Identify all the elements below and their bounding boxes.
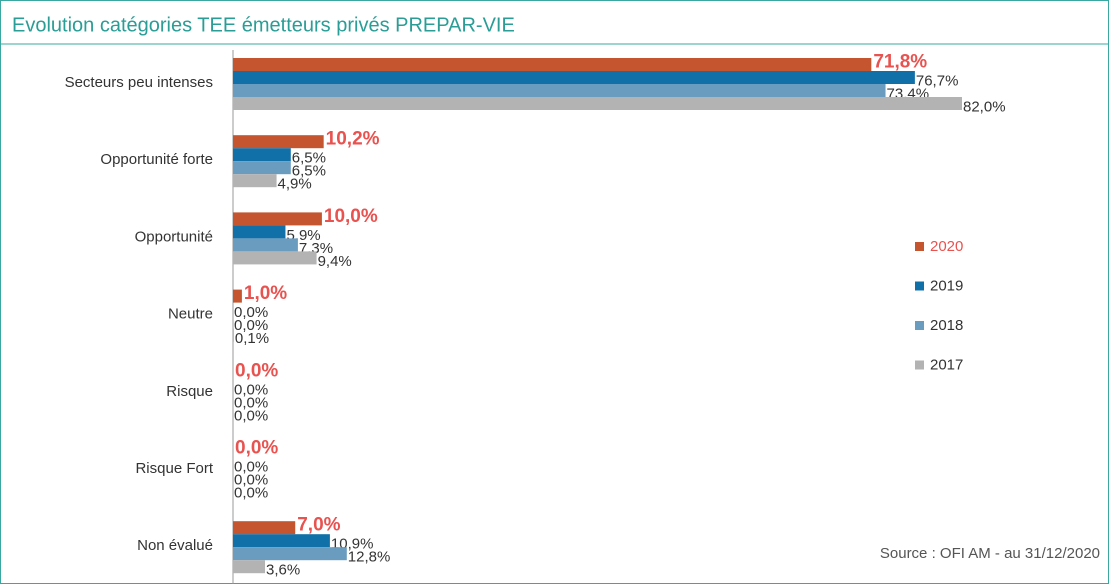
legend-label: 2018 — [930, 317, 963, 334]
category-label: Non évalué — [137, 537, 213, 554]
value-label: 71,8% — [873, 52, 927, 73]
value-label: 9,4% — [318, 253, 352, 270]
value-label: 4,9% — [278, 176, 312, 193]
value-label: 3,6% — [266, 562, 300, 579]
value-label: 0,0% — [235, 438, 278, 459]
bar — [233, 174, 277, 188]
bar — [233, 547, 347, 561]
value-label: 6,5% — [292, 163, 326, 180]
value-label: 0,0% — [234, 381, 268, 398]
bar — [233, 97, 962, 110]
legend-swatch — [915, 321, 924, 330]
value-label: 0,0% — [234, 317, 268, 334]
value-label: 0,1% — [235, 330, 269, 347]
value-label: 0,0% — [234, 304, 268, 321]
value-label: 12,8% — [348, 549, 391, 566]
bar — [233, 534, 330, 548]
legend-label: 2017 — [930, 356, 963, 373]
legend-label: 2019 — [930, 277, 963, 294]
chart-title: Evolution catégories TEE émetteurs privé… — [12, 14, 515, 36]
value-label: 10,0% — [324, 206, 378, 227]
category-label: Risque Fort — [135, 460, 213, 477]
bar — [233, 58, 872, 71]
bar — [233, 289, 242, 303]
bar — [233, 238, 298, 252]
value-label: 0,0% — [234, 471, 268, 488]
legend-swatch — [915, 242, 924, 251]
value-label: 0,0% — [234, 484, 268, 501]
bar — [233, 521, 296, 535]
bar — [233, 560, 266, 574]
value-label: 1,0% — [244, 283, 287, 304]
category-label: Risque — [166, 383, 213, 400]
bar — [233, 251, 317, 265]
bar — [233, 71, 915, 84]
bar — [233, 225, 286, 239]
category-label: Neutre — [168, 306, 213, 323]
value-label: 82,0% — [963, 98, 1006, 115]
bar — [233, 148, 291, 162]
bar — [233, 212, 322, 226]
bar — [233, 161, 291, 175]
category-label: Opportunité forte — [100, 151, 213, 168]
bar — [233, 328, 234, 342]
source: Source : OFI AM - au 31/12/2020 — [880, 545, 1100, 562]
value-label: 10,2% — [326, 129, 380, 150]
category-label: Opportunité — [135, 228, 213, 245]
bar — [233, 84, 886, 97]
category-label: Secteurs peu intenses — [65, 74, 213, 91]
value-label: 6,5% — [292, 150, 326, 167]
bar — [233, 135, 324, 149]
value-label: 7,0% — [297, 515, 340, 536]
value-label: 0,0% — [234, 407, 268, 424]
value-label: 0,0% — [235, 360, 278, 381]
legend-swatch — [915, 360, 924, 370]
legend-swatch — [915, 281, 924, 291]
legend-label: 2020 — [930, 238, 963, 255]
value-label: 0,0% — [234, 458, 268, 475]
value-label: 76,7% — [916, 72, 959, 89]
value-label: 0,0% — [234, 394, 268, 411]
